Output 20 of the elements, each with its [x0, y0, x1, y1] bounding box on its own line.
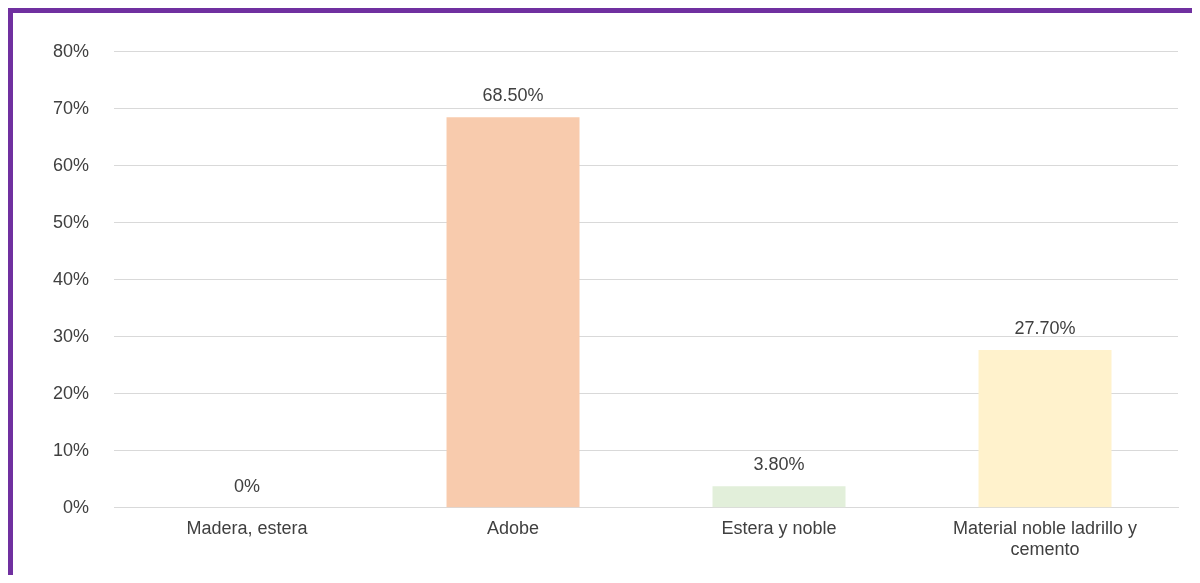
bar — [446, 117, 580, 508]
bar — [712, 486, 846, 508]
x-tick-label: Adobe — [486, 517, 540, 538]
y-tick-label: 30% — [53, 325, 90, 346]
y-tick-label: 50% — [53, 211, 90, 232]
data-label: 3.80% — [753, 454, 805, 475]
data-label: 0% — [234, 475, 261, 496]
data-label: 27.70% — [1014, 317, 1076, 338]
x-tick-label: Estera y noble — [721, 517, 837, 538]
y-tick-label: 20% — [53, 382, 90, 403]
x-tick-label: Material noble ladrillo y cemento — [952, 517, 1138, 560]
data-label: 68.50% — [482, 85, 544, 106]
y-tick-label: 60% — [53, 154, 90, 175]
bar — [978, 349, 1112, 508]
y-tick-label: 80% — [53, 40, 90, 61]
y-tick-label: 70% — [53, 97, 90, 118]
y-tick-label: 10% — [53, 439, 90, 460]
y-tick-label: 40% — [53, 268, 90, 289]
y-tick-label: 0% — [63, 496, 90, 517]
x-tick-label: Madera, estera — [186, 517, 309, 538]
